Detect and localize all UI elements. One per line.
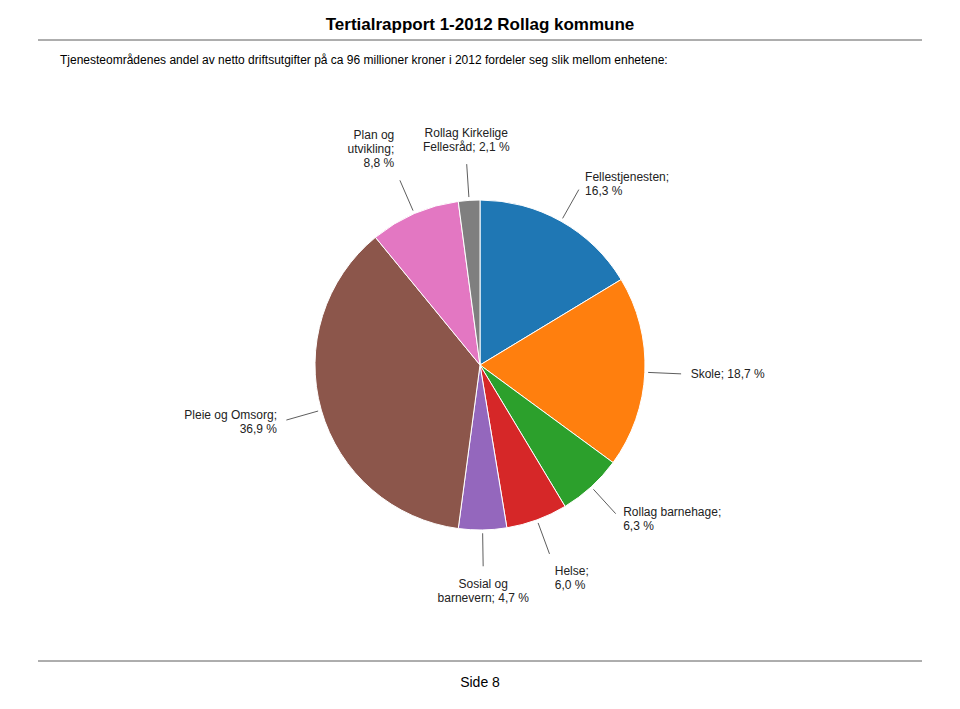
data-label: Pleie og Omsorg;36,9 % — [184, 408, 277, 436]
data-label-line: Helse; — [555, 564, 589, 578]
slices — [315, 200, 645, 530]
rule — [38, 40, 922, 41]
data-label-line: 8,8 % — [364, 156, 395, 170]
data-label: Rollag barnehage;6,3 % — [623, 505, 721, 533]
data-label-line: Pleie og Omsorg; — [184, 408, 277, 422]
data-label-line: 6,3 % — [623, 519, 654, 533]
pie — [315, 200, 645, 530]
data-label: Fellestjenesten;16,3 % — [585, 170, 669, 198]
labels: Fellestjenesten;16,3 % Skole; 18,7 % Rolla… — [184, 126, 765, 606]
data-label: Rollag KirkeligeFellesråd; 2,1 % — [423, 126, 510, 154]
data-label: Helse;6,0 % — [555, 564, 589, 592]
leader-line — [563, 190, 579, 219]
data-label-line: Plan og — [354, 128, 395, 142]
title: Tertialrapport 1-2012 Rollag kommune — [326, 15, 635, 34]
data-label: Skole; 18,7 % — [691, 367, 765, 381]
data-label-line: Rollag Kirkelige — [425, 126, 509, 140]
data-label-line: Skole; 18,7 % — [691, 367, 765, 381]
leader-line — [286, 411, 318, 420]
data-label-line: 36,9 % — [240, 422, 278, 436]
leader-line — [648, 372, 681, 373]
leader-line — [467, 164, 469, 197]
data-label-line: Fellestjenesten; — [585, 170, 669, 184]
data-label-line: Fellesråd; 2,1 % — [423, 140, 510, 154]
data-label-line: 16,3 % — [585, 184, 623, 198]
data-label-line: Sosial og — [459, 577, 508, 591]
data-label-line: barnevern; 4,7 % — [438, 591, 530, 605]
data-label-line: 6,0 % — [555, 578, 586, 592]
rule — [38, 661, 922, 662]
data-label-line: Rollag barnehage; — [623, 505, 721, 519]
data-label: Plan ogutvikling;8,8 % — [348, 128, 395, 170]
chart: Tertialrapport 1-2012 Rollag kommune Tjen… — [0, 0, 960, 709]
leader-line — [400, 180, 413, 210]
subtitle: Tjenesteområdenes andel av netto driftsu… — [60, 53, 668, 67]
footer: Side 8 — [460, 674, 500, 690]
leader-line — [482, 533, 484, 566]
data-label-line: utvikling; — [348, 142, 395, 156]
leader-line — [538, 523, 549, 554]
leader-line — [593, 489, 615, 513]
data-label: Sosial ogbarnevern; 4,7 % — [438, 577, 530, 605]
slice — [458, 200, 480, 365]
